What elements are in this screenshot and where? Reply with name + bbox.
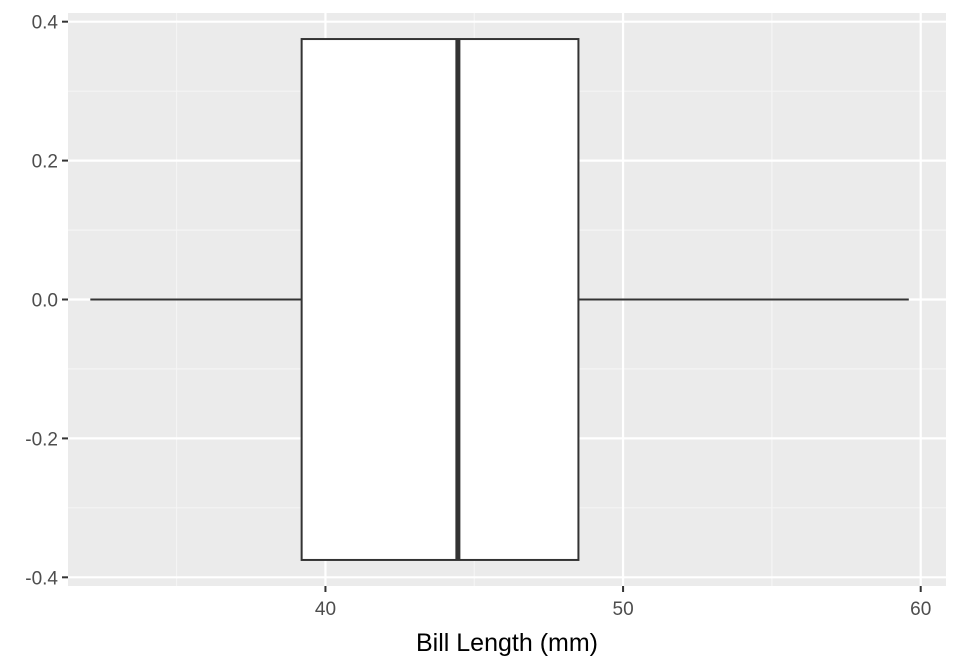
y-tick-label: 0.4	[32, 13, 59, 34]
x-axis: 40 50 60	[315, 586, 931, 620]
x-tick-label: 60	[910, 599, 931, 620]
interquartile-box	[300, 38, 580, 561]
y-axis: -0.4 -0.2 0.0 0.2 0.4	[25, 13, 68, 589]
x-tick-label: 50	[613, 599, 634, 620]
y-tick-label: -0.2	[25, 429, 58, 450]
y-tick-label: 0.2	[32, 152, 58, 173]
y-tick-label: -0.4	[25, 568, 58, 589]
y-tick-label: 0.0	[32, 291, 58, 312]
x-axis-title: Bill Length (mm)	[416, 629, 598, 657]
box-plot	[90, 38, 909, 561]
x-tick-label: 40	[315, 599, 336, 620]
